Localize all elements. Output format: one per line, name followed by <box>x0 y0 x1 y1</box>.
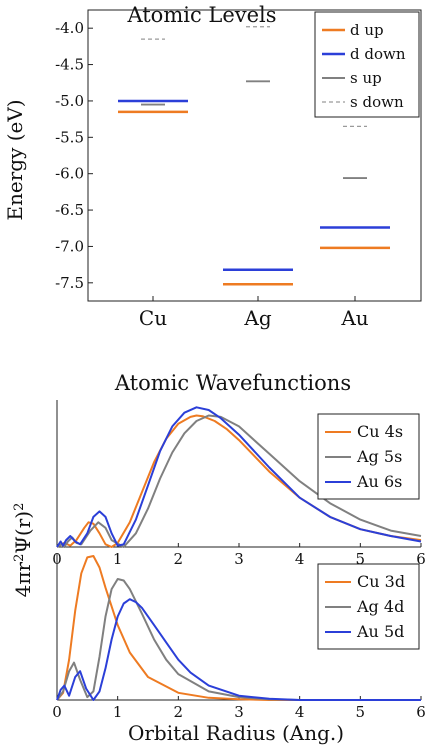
levels-y-ticks: -4.0 -4.5 -5.0 -5.5 -6.0 -6.5 -7.0 -7.5 <box>55 19 93 292</box>
curve-au-5d <box>56 598 421 701</box>
levels-y-tick-label: -5.5 <box>55 128 84 146</box>
s-panel-legend-label: Cu 4s <box>357 422 403 441</box>
s-panel-x-tick-label: 3 <box>234 550 244 568</box>
levels-y-tick-label: -7.0 <box>55 237 84 255</box>
wavefunction-y-axis-title: 4πr2Ψ(r)2 <box>11 503 35 598</box>
d-panel-legend-label: Cu 3d <box>357 572 405 591</box>
d-panel-x-tick-label: 4 <box>295 703 305 721</box>
levels-legend-label: d down <box>350 45 406 63</box>
d-panel-x-tick-label: 0 <box>52 703 62 721</box>
d-panel-legend-label: Au 5d <box>356 622 404 641</box>
levels-panel: Atomic Levels -4.0 -4.5 -5.0 -5.5 -6.0 -6.5 -7… <box>3 3 422 330</box>
s-panel-curves <box>56 406 422 548</box>
levels-legend-label: s up <box>350 69 382 87</box>
levels-y-tick-label: -6.0 <box>55 165 84 183</box>
category-label-ag: Ag <box>243 306 271 330</box>
s-panel-x-tick-label: 5 <box>356 550 366 568</box>
s-panel-legend-label: Au 6s <box>356 472 402 491</box>
d-panel-x-tick-label: 2 <box>174 703 184 721</box>
levels-y-tick-label: -4.5 <box>55 56 84 74</box>
s-panel-x-tick-label: 2 <box>174 550 184 568</box>
levels-y-tick-label: -4.0 <box>55 19 84 37</box>
levels-plot-frame <box>87 9 422 302</box>
orbital-radius-x-axis-title: Orbital Radius (Ang.) <box>128 721 344 745</box>
d-panel-legend: Cu 3d Ag 4d Au 5d <box>317 563 420 650</box>
s-panel-legend-label: Ag 5s <box>356 447 402 466</box>
s-panel-x-tick-label: 1 <box>113 550 123 568</box>
levels-y-axis-title: Energy (eV) <box>3 99 27 220</box>
levels-y-tick-label: -7.5 <box>55 274 84 292</box>
d-panel-curves <box>56 555 421 701</box>
wavefunctions-title: Atomic Wavefunctions <box>114 371 351 395</box>
levels-y-tick-label: -5.0 <box>55 92 84 110</box>
levels-categories: Cu Ag Au <box>139 296 369 330</box>
s-panel-legend: Cu 4s Ag 5s Au 6s <box>317 413 420 500</box>
d-panel-x-tick-label: 1 <box>113 703 123 721</box>
d-panel-x-tick-label: 6 <box>416 703 426 721</box>
category-label-cu: Cu <box>139 306 167 330</box>
s-panel-x-tick-label: 6 <box>416 550 426 568</box>
levels-legend-label: d up <box>350 21 384 39</box>
d-panel-x-tick-label: 3 <box>234 703 244 721</box>
levels-legend: d up d down s up s down <box>314 11 420 118</box>
d-panel-legend-label: Ag 4d <box>356 597 404 616</box>
levels-title: Atomic Levels <box>126 3 276 27</box>
levels-legend-label: s down <box>350 93 404 111</box>
d-wavefunction-panel: 0 1 2 3 4 5 6 Cu 3d Ag 4d Au 5d Orbital Radius (… <box>52 553 426 745</box>
curve-au-6s <box>56 406 422 548</box>
s-panel-x-tick-label: 4 <box>295 550 305 568</box>
d-panel-x-tick-label: 5 <box>356 703 366 721</box>
category-label-au: Au <box>340 306 368 330</box>
levels-marks <box>118 26 390 286</box>
levels-y-tick-label: -6.5 <box>55 201 84 219</box>
